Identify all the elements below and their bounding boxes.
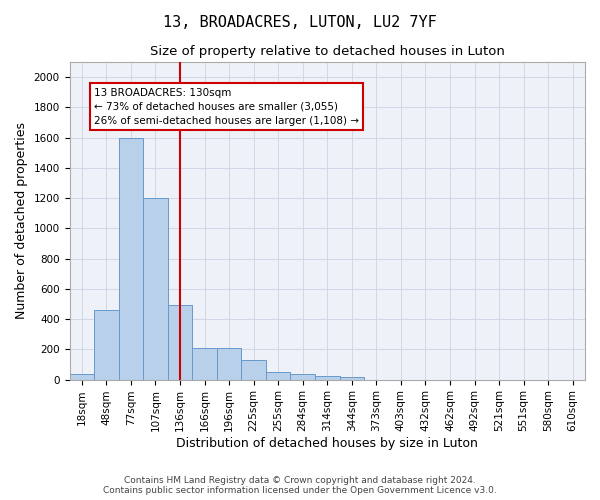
- X-axis label: Distribution of detached houses by size in Luton: Distribution of detached houses by size …: [176, 437, 478, 450]
- Title: Size of property relative to detached houses in Luton: Size of property relative to detached ho…: [150, 45, 505, 58]
- Bar: [168, 306, 192, 380]
- Bar: [241, 360, 266, 380]
- Bar: [192, 348, 217, 380]
- Text: Contains HM Land Registry data © Crown copyright and database right 2024.
Contai: Contains HM Land Registry data © Crown c…: [103, 476, 497, 495]
- Bar: [266, 372, 290, 380]
- Text: 13, BROADACRES, LUTON, LU2 7YF: 13, BROADACRES, LUTON, LU2 7YF: [163, 15, 437, 30]
- Bar: [143, 198, 168, 380]
- Bar: [94, 310, 119, 380]
- Bar: [70, 374, 94, 380]
- Text: 13 BROADACRES: 130sqm
← 73% of detached houses are smaller (3,055)
26% of semi-d: 13 BROADACRES: 130sqm ← 73% of detached …: [94, 88, 359, 126]
- Bar: [119, 138, 143, 380]
- Bar: [340, 378, 364, 380]
- Bar: [290, 374, 315, 380]
- Bar: [315, 376, 340, 380]
- Bar: [217, 348, 241, 380]
- Y-axis label: Number of detached properties: Number of detached properties: [15, 122, 28, 320]
